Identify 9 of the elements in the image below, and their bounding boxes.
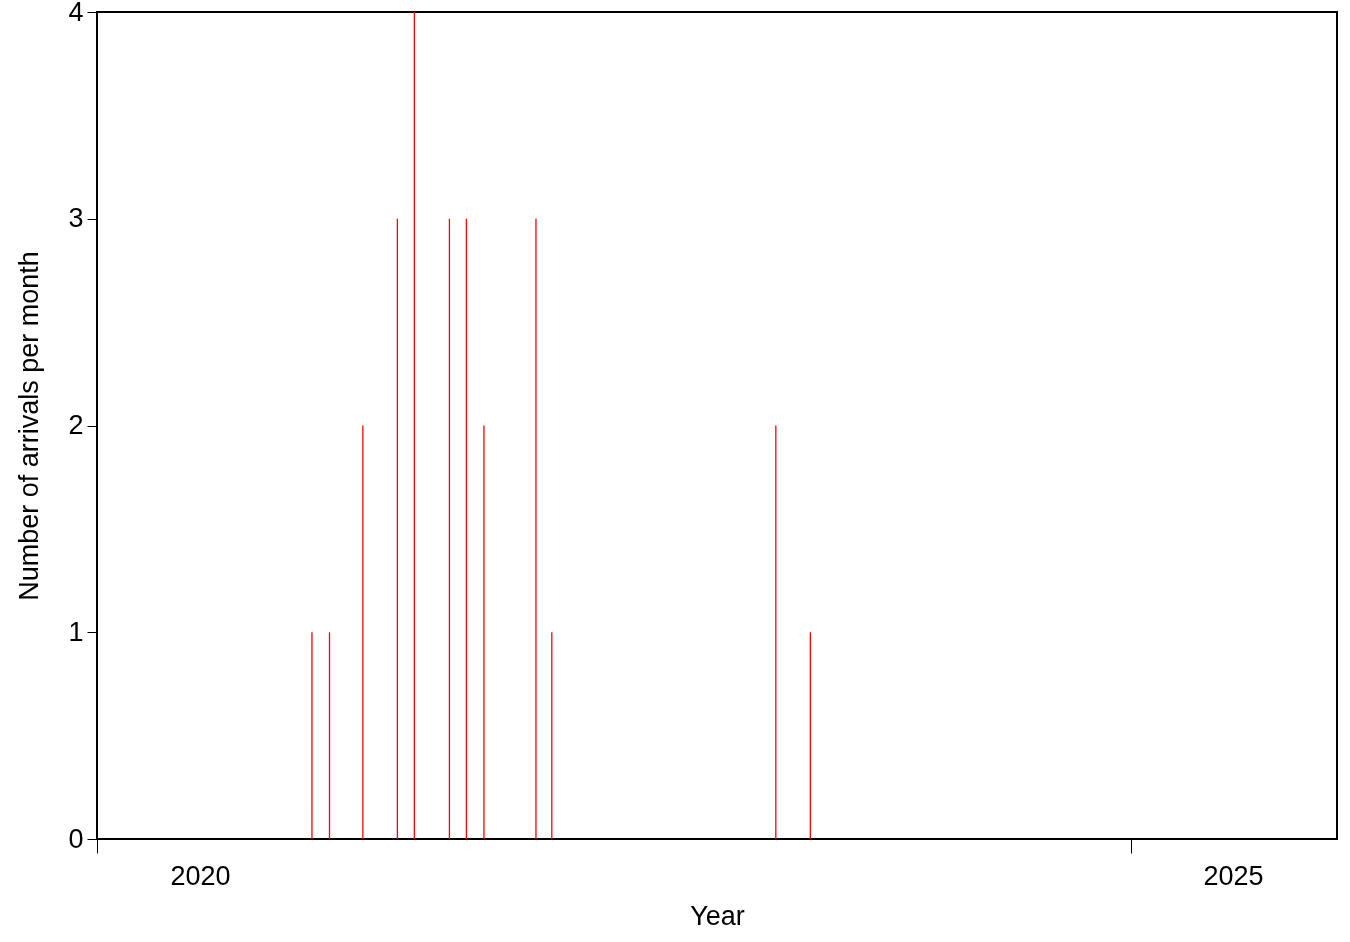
y-tick-label: 0 (68, 823, 84, 854)
x-tick-label: 2020 (170, 860, 231, 891)
y-tick-label: 3 (68, 203, 84, 234)
y-tick-label: 4 (68, 0, 84, 27)
y-tick-label: 1 (68, 616, 84, 647)
y-tick-label: 2 (68, 410, 84, 440)
x-axis-title: Year (690, 900, 745, 931)
y-axis-title: Number of arrivals per month (14, 251, 45, 601)
x-tick-label: 2025 (1203, 860, 1264, 891)
